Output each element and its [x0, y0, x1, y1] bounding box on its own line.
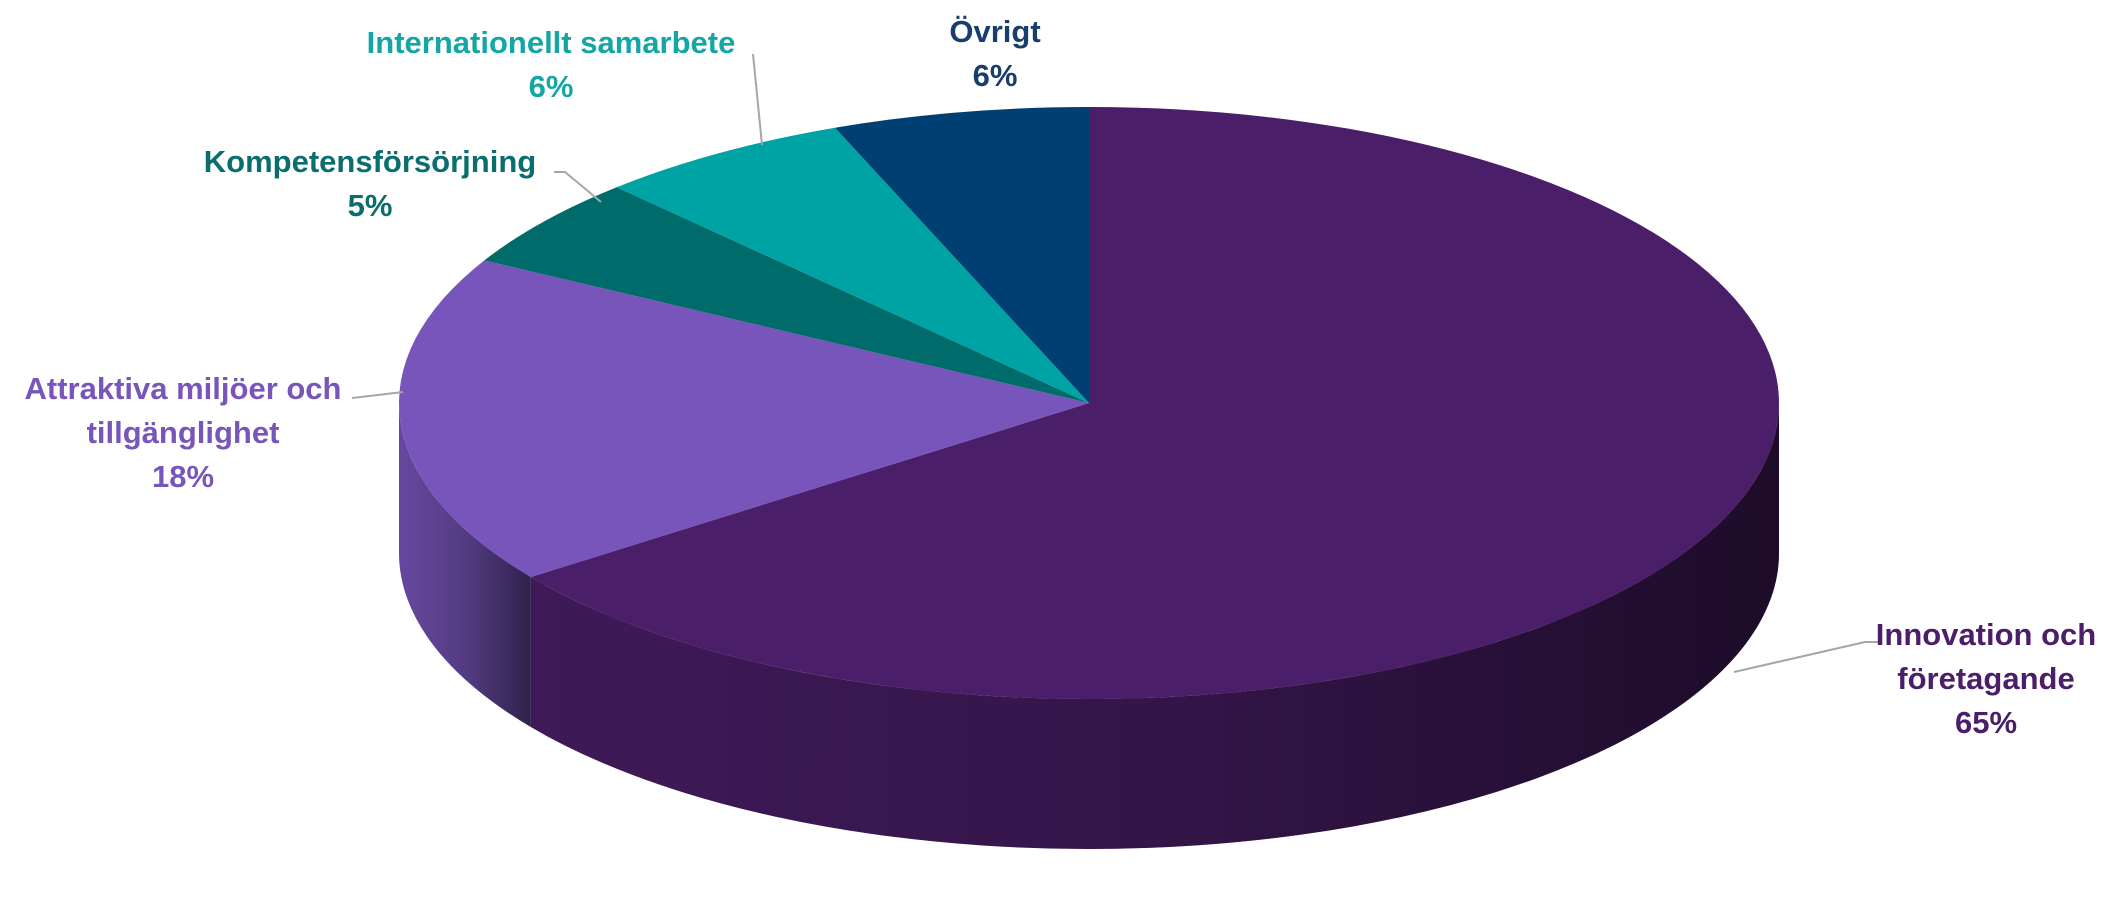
- side-shade: [399, 403, 531, 727]
- slice: [399, 260, 1089, 577]
- category-label: Innovation och företagande: [1875, 617, 2097, 696]
- slice: [616, 127, 1089, 403]
- slice-label: Kompetensförsörjning 5%: [204, 140, 536, 228]
- value-label: 5%: [347, 188, 393, 223]
- leader-line: [1733, 641, 1880, 673]
- slice-label: Innovation och företagande 65%: [1856, 613, 2108, 745]
- leader-line: [752, 53, 763, 146]
- slice-label: Attraktiva miljöer och tillgänglighet 18%: [3, 367, 363, 499]
- value-label: 65%: [1954, 705, 2018, 740]
- slice: [484, 187, 1089, 403]
- category-label: Övrigt: [949, 14, 1041, 49]
- category-label: Attraktiva miljöer och tillgänglighet: [24, 371, 342, 450]
- leader-line: [554, 171, 602, 203]
- value-label: 6%: [972, 58, 1018, 93]
- slice-label: Internationellt samarbete 6%: [367, 21, 736, 109]
- value-label: 18%: [151, 459, 215, 494]
- category-label: Kompetensförsörjning: [203, 144, 537, 179]
- slice: [530, 107, 1779, 700]
- pie-tops: [399, 107, 1779, 700]
- slice: [834, 107, 1089, 403]
- value-label: 6%: [528, 69, 574, 104]
- pie-sides: [399, 403, 1779, 849]
- leader-line: [351, 391, 404, 399]
- side-shade: [530, 403, 1779, 849]
- slice-label: Övrigt 6%: [949, 10, 1040, 98]
- category-label: Internationellt samarbete: [366, 25, 736, 60]
